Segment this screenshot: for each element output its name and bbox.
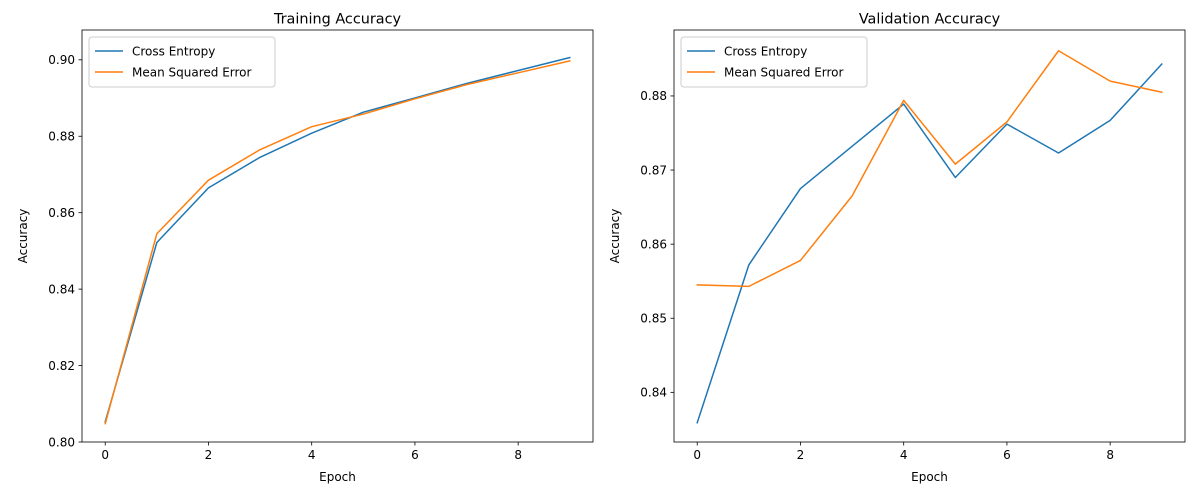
y-tick-label: 0.85 xyxy=(640,312,667,326)
x-tick-label: 2 xyxy=(205,448,213,462)
y-tick-label: 0.80 xyxy=(48,435,75,449)
series-line-1 xyxy=(104,56,571,423)
x-tick-label: 6 xyxy=(411,448,419,462)
x-tick-label: 6 xyxy=(1003,448,1011,462)
chart-title: Validation Accuracy xyxy=(859,12,1001,28)
axes-frame xyxy=(673,29,1186,443)
chart-panel-2: 0 2 4 6 8 0.84 0.85 0.86 0.87 0.88 Validation Accu… xyxy=(608,12,1186,484)
y-tick-label: 0.90 xyxy=(48,53,75,67)
x-axis-label: Epoch xyxy=(319,470,356,484)
legend: Cross Entropy Mean Squared Error xyxy=(88,36,276,88)
y-tick-label: 0.86 xyxy=(640,237,667,251)
series-line-1 xyxy=(696,63,1163,424)
x-tick-label: 2 xyxy=(797,448,805,462)
legend-label-2: Mean Squared Error xyxy=(132,65,252,79)
series-line-2 xyxy=(104,60,571,425)
legend-box xyxy=(88,36,276,88)
y-axis-label: Accuracy xyxy=(16,209,30,264)
y-tick-label: 0.86 xyxy=(48,206,75,220)
y-axis-label: Accuracy xyxy=(608,209,622,264)
x-tick-label: 4 xyxy=(308,448,316,462)
legend-box xyxy=(680,36,868,88)
legend: Cross Entropy Mean Squared Error xyxy=(680,36,868,88)
legend-label-1: Cross Entropy xyxy=(724,44,807,58)
chart-title: Training Accuracy xyxy=(273,12,402,28)
x-tick-label: 4 xyxy=(900,448,908,462)
y-tick-label: 0.88 xyxy=(640,89,667,103)
series-line-2 xyxy=(696,50,1163,288)
x-tick-label: 0 xyxy=(101,448,109,462)
chart-panel-1: 0 2 4 6 8 0.80 0.82 0.84 0.86 0.88 0.90 Training Ac… xyxy=(16,12,594,484)
axes-frame xyxy=(81,29,594,443)
x-axis-label: Epoch xyxy=(911,470,948,484)
x-tick-label: 8 xyxy=(1106,448,1114,462)
y-tick-label: 0.87 xyxy=(640,163,667,177)
y-tick-label: 0.82 xyxy=(48,359,75,373)
y-tick-label: 0.84 xyxy=(48,282,75,296)
y-tick-label: 0.88 xyxy=(48,130,75,144)
x-tick-label: 8 xyxy=(514,448,522,462)
legend-label-1: Cross Entropy xyxy=(132,44,215,58)
y-tick-label: 0.84 xyxy=(640,386,667,400)
x-tick-label: 0 xyxy=(693,448,701,462)
legend-label-2: Mean Squared Error xyxy=(724,65,844,79)
